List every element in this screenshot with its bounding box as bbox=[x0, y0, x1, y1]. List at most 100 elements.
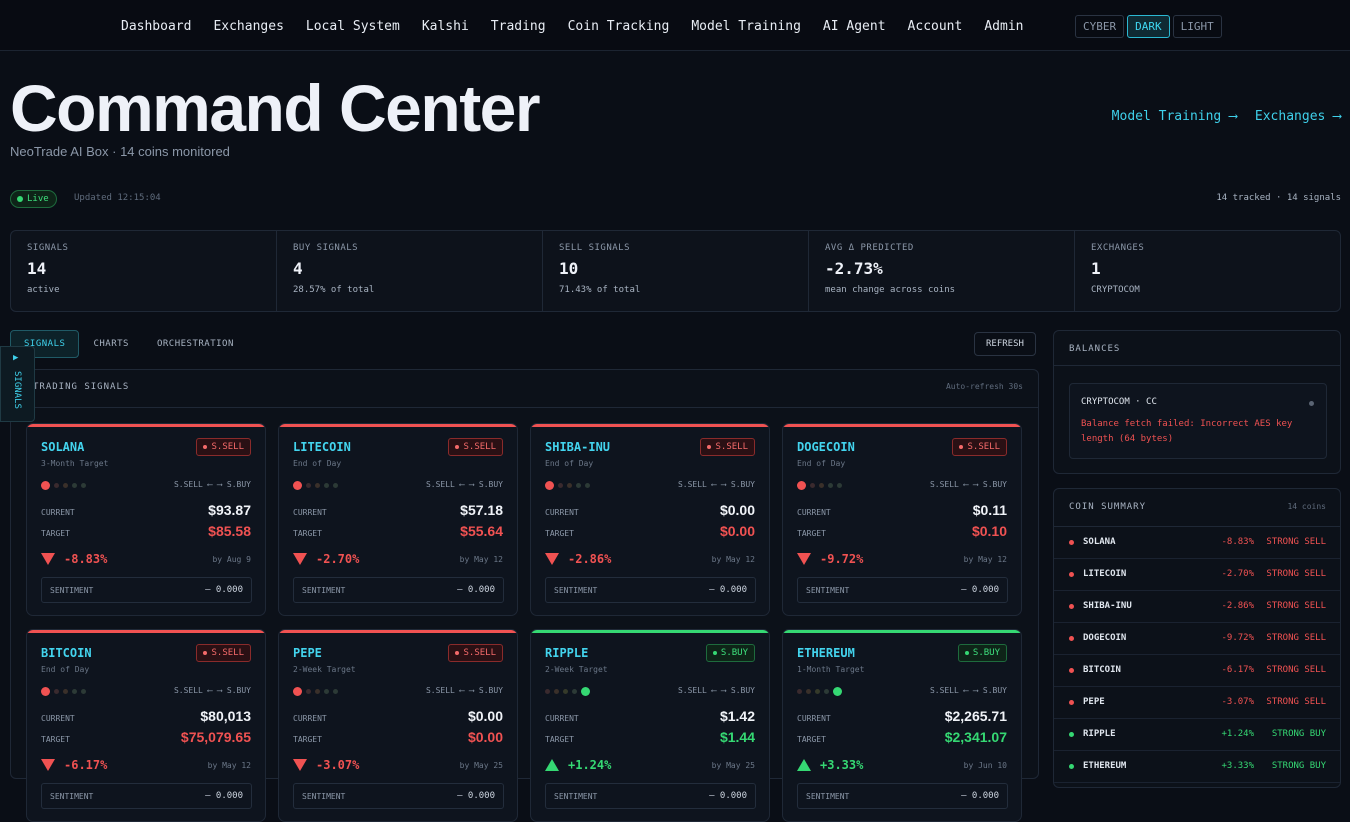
signal-scale: S.SELL ⟵ ⟶ S.BUY bbox=[677, 686, 755, 695]
signals-side-tab[interactable]: ▶ SIGNALS bbox=[0, 346, 35, 422]
summary-row[interactable]: BITCOIN -6.17% STRONG SELL bbox=[1054, 655, 1340, 687]
signal-card[interactable]: SHIBA-INU End of Day S.SELL S.SELL ⟵ ⟶ S… bbox=[530, 423, 770, 616]
summary-change: +1.24% bbox=[1221, 729, 1254, 739]
exchanges-link[interactable]: Exchanges ⟶ bbox=[1254, 109, 1341, 124]
change-percent: -6.17% bbox=[64, 758, 108, 772]
nav-coin-tracking[interactable]: Coin Tracking bbox=[567, 19, 670, 34]
signal-card[interactable]: SOLANA 3-Month Target S.SELL S.SELL ⟵ ⟶ … bbox=[26, 423, 266, 616]
summary-header: COIN SUMMARY 14 coins bbox=[1054, 489, 1340, 527]
target-price: $0.00 bbox=[719, 523, 755, 539]
summary-change: +3.33% bbox=[1221, 761, 1254, 771]
coin-name: PEPE bbox=[293, 646, 322, 660]
signal-card[interactable]: PEPE 2-Week Target S.SELL S.SELL ⟵ ⟶ S.B… bbox=[278, 629, 518, 822]
nav-exchanges[interactable]: Exchanges bbox=[213, 19, 284, 34]
change-percent: -8.83% bbox=[64, 552, 108, 566]
target-date: by Aug 9 bbox=[212, 555, 251, 564]
sentiment-value: — 0.000 bbox=[961, 791, 999, 801]
live-label: Live bbox=[27, 194, 49, 204]
signal-dot-icon bbox=[41, 481, 50, 490]
signal-dot-icon bbox=[41, 687, 50, 696]
current-label: CURRENT bbox=[41, 508, 75, 517]
nav-ai-agent[interactable]: AI Agent bbox=[822, 19, 886, 34]
refresh-button[interactable]: REFRESH bbox=[974, 332, 1036, 356]
nav-dashboard[interactable]: Dashboard bbox=[121, 19, 192, 34]
tab-charts[interactable]: CHARTS bbox=[93, 339, 129, 349]
summary-change: -6.17% bbox=[1221, 665, 1254, 675]
signal-badge: S.SELL bbox=[196, 644, 251, 662]
signal-dot-icon bbox=[815, 689, 820, 694]
triangle-down-icon bbox=[293, 759, 307, 771]
triangle-down-icon bbox=[41, 553, 55, 565]
nav-trading[interactable]: Trading bbox=[490, 19, 546, 34]
signal-dot-icon bbox=[819, 483, 824, 488]
summary-row[interactable]: LITECOIN -2.70% STRONG SELL bbox=[1054, 559, 1340, 591]
signal-dot-icon bbox=[810, 483, 815, 488]
signal-dot-icon bbox=[81, 483, 86, 488]
theme-light-button[interactable]: LIGHT bbox=[1172, 15, 1222, 38]
nav-admin[interactable]: Admin bbox=[984, 19, 1024, 34]
status-dot-icon bbox=[1069, 604, 1074, 609]
nav-local-system[interactable]: Local System bbox=[305, 19, 400, 34]
signal-scale: S.SELL ⟵ ⟶ S.BUY bbox=[929, 480, 1007, 489]
sentiment-row: SENTIMENT — 0.000 bbox=[293, 577, 504, 603]
signal-dot-icon bbox=[63, 483, 68, 488]
signal-card[interactable]: LITECOIN End of Day S.SELL S.SELL ⟵ ⟶ S.… bbox=[278, 423, 518, 616]
signal-dot-icon bbox=[833, 687, 842, 696]
card-accent-bar bbox=[783, 424, 1021, 427]
tab-orchestration[interactable]: ORCHESTRATION bbox=[156, 339, 234, 349]
sentiment-label: SENTIMENT bbox=[302, 792, 346, 801]
change-percent: +1.24% bbox=[568, 758, 612, 772]
nav-kalshi[interactable]: Kalshi bbox=[421, 19, 469, 34]
signal-scale: S.SELL ⟵ ⟶ S.BUY bbox=[173, 686, 251, 695]
summary-row[interactable]: DOGECOIN -9.72% STRONG SELL bbox=[1054, 623, 1340, 655]
theme-cyber-button[interactable]: CYBER bbox=[1075, 15, 1125, 38]
summary-row[interactable]: ETHEREUM +3.33% STRONG BUY bbox=[1054, 751, 1340, 783]
summary-title: COIN SUMMARY bbox=[1069, 502, 1147, 512]
target-price: $75,079.65 bbox=[180, 729, 251, 745]
triangle-up-icon bbox=[545, 759, 559, 771]
current-price: $0.11 bbox=[972, 502, 1007, 518]
summary-coin-name: SOLANA bbox=[1083, 537, 1116, 547]
target-horizon: End of Day bbox=[545, 459, 594, 468]
predicted-change: -6.17% bbox=[41, 758, 107, 772]
signal-dot-icon bbox=[581, 687, 590, 696]
sentiment-row: SENTIMENT — 0.000 bbox=[41, 577, 252, 603]
signal-card[interactable]: BITCOIN End of Day S.SELL S.SELL ⟵ ⟶ S.B… bbox=[26, 629, 266, 822]
model-training-link[interactable]: Model Training ⟶ bbox=[1111, 109, 1237, 124]
nav-account[interactable]: Account bbox=[907, 19, 963, 34]
coin-name: BITCOIN bbox=[41, 646, 92, 660]
target-date: by May 25 bbox=[459, 761, 503, 770]
signal-card[interactable]: DOGECOIN End of Day S.SELL S.SELL ⟵ ⟶ S.… bbox=[782, 423, 1022, 616]
target-horizon: End of Day bbox=[41, 665, 90, 674]
theme-dark-button[interactable]: DARK bbox=[1127, 15, 1170, 38]
sentiment-row: SENTIMENT — 0.000 bbox=[797, 783, 1008, 809]
summary-row[interactable]: RIPPLE +1.24% STRONG BUY bbox=[1054, 719, 1340, 751]
target-label: TARGET bbox=[293, 529, 322, 538]
change-percent: -2.86% bbox=[568, 552, 612, 566]
badge-dot-icon bbox=[203, 445, 208, 449]
signal-card[interactable]: ETHEREUM 1-Month Target S.BUY S.SELL ⟵ ⟶… bbox=[782, 629, 1022, 822]
target-price: $1.44 bbox=[719, 729, 755, 745]
signal-dot-icon bbox=[315, 483, 320, 488]
summary-list: SOLANA -8.83% STRONG SELL LITECOIN -2.70… bbox=[1054, 527, 1340, 783]
card-accent-bar bbox=[279, 630, 517, 633]
summary-row[interactable]: PEPE -3.07% STRONG SELL bbox=[1054, 687, 1340, 719]
summary-row[interactable]: SHIBA-INU -2.86% STRONG SELL bbox=[1054, 591, 1340, 623]
target-price: $0.00 bbox=[467, 729, 503, 745]
signal-dot-icon bbox=[558, 483, 563, 488]
signal-strength-meter bbox=[797, 687, 842, 696]
exchange-name: CRYPTOCOM · CC bbox=[1081, 397, 1157, 407]
page-subtitle: NeoTrade AI Box · 14 coins monitored bbox=[10, 144, 230, 159]
current-price: $1.42 bbox=[719, 708, 755, 724]
summary-row[interactable]: SOLANA -8.83% STRONG SELL bbox=[1054, 527, 1340, 559]
side-tab-label: SIGNALS bbox=[12, 371, 22, 409]
badge-dot-icon bbox=[712, 651, 717, 655]
stat-buy-signals: BUY SIGNALS 4 28.57% of total bbox=[277, 231, 543, 311]
nav-model-training[interactable]: Model Training bbox=[691, 19, 801, 34]
signal-label: S.SELL bbox=[211, 442, 244, 452]
status-dot-icon bbox=[1069, 636, 1074, 641]
summary-coin-name: PEPE bbox=[1083, 697, 1105, 707]
signal-label: S.SELL bbox=[211, 648, 244, 658]
predicted-change: -2.86% bbox=[545, 552, 611, 566]
signal-card[interactable]: RIPPLE 2-Week Target S.BUY S.SELL ⟵ ⟶ S.… bbox=[530, 629, 770, 822]
